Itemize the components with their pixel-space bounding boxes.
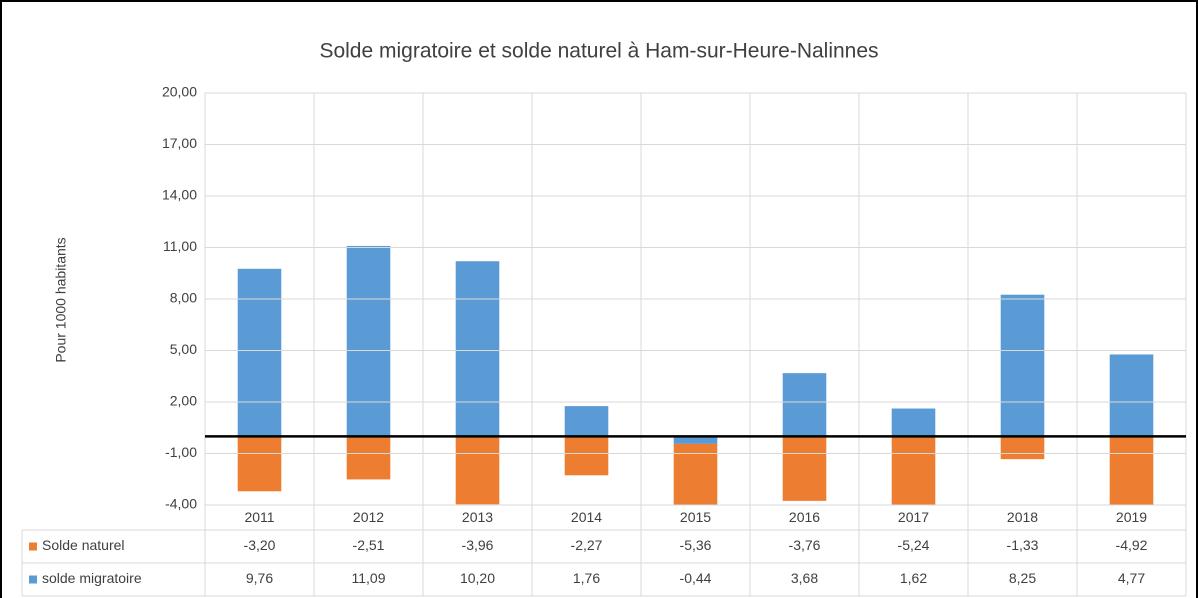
x-tick-label: 2013 <box>462 509 493 525</box>
table-value: -2,27 <box>571 537 603 553</box>
legend-key <box>29 542 37 551</box>
bar <box>891 408 936 437</box>
table-value: 11,09 <box>352 570 386 586</box>
table-value: -5,36 <box>680 537 712 553</box>
y-tick-label: 17,00 <box>162 135 197 151</box>
y-tick-label: 11,00 <box>163 238 197 254</box>
legend-key <box>29 575 37 584</box>
table-value: 10,20 <box>460 570 495 586</box>
x-tick-label: 2011 <box>244 509 274 525</box>
y-tick-label: -4,00 <box>165 496 197 512</box>
table-value: 1,76 <box>573 570 600 586</box>
table-value: -4,92 <box>1116 537 1148 553</box>
y-tick-label: 5,00 <box>170 341 197 357</box>
bar <box>455 261 500 437</box>
x-tick-label: 2017 <box>898 509 929 525</box>
x-tick-label: 2014 <box>571 509 602 525</box>
bar <box>782 436 827 501</box>
y-tick-label: 8,00 <box>170 290 197 306</box>
table-value: -3,76 <box>789 537 821 553</box>
bar <box>564 436 609 476</box>
x-tick-label: 2016 <box>789 509 820 525</box>
bar <box>1109 354 1154 437</box>
bar <box>346 436 391 480</box>
table-value: -1,33 <box>1007 537 1039 553</box>
y-tick-label: 2,00 <box>170 393 197 409</box>
y-axis-title: Pour 1000 habitants <box>53 237 69 362</box>
table-value: 4,77 <box>1118 570 1145 586</box>
table-value: 9,76 <box>246 570 273 586</box>
bar <box>237 436 282 492</box>
x-tick-label: 2018 <box>1007 509 1038 525</box>
y-tick-label: -1,00 <box>165 444 197 460</box>
table-value: -3,96 <box>462 537 494 553</box>
table-value: 3,68 <box>791 570 818 586</box>
bar <box>673 443 718 505</box>
bar <box>564 406 609 437</box>
x-tick-label: 2019 <box>1116 509 1147 525</box>
legend-label: Solde naturel <box>42 537 125 553</box>
legend-label: solde migratoire <box>42 570 142 586</box>
bar <box>1000 436 1045 460</box>
bar <box>673 436 718 444</box>
bar <box>782 373 827 437</box>
x-tick-label: 2015 <box>680 509 711 525</box>
bar <box>237 268 282 437</box>
table-value: -3,20 <box>244 537 276 553</box>
bar <box>455 436 500 505</box>
plot-area <box>237 245 1154 505</box>
bar <box>891 436 936 505</box>
table-value: 1,62 <box>900 570 927 586</box>
table-value: 8,25 <box>1009 570 1036 586</box>
bar <box>1000 294 1045 437</box>
table-value: -0,44 <box>680 570 712 586</box>
table-value: -5,24 <box>898 537 930 553</box>
bar <box>346 245 391 437</box>
x-tick-label: 2012 <box>353 509 384 525</box>
y-tick-label: 14,00 <box>162 187 197 203</box>
table-value: -2,51 <box>353 537 385 553</box>
bar <box>1109 436 1154 505</box>
chart-title: Solde migratoire et solde naturel à Ham-… <box>319 40 878 63</box>
y-tick-label: 20,00 <box>162 84 197 100</box>
